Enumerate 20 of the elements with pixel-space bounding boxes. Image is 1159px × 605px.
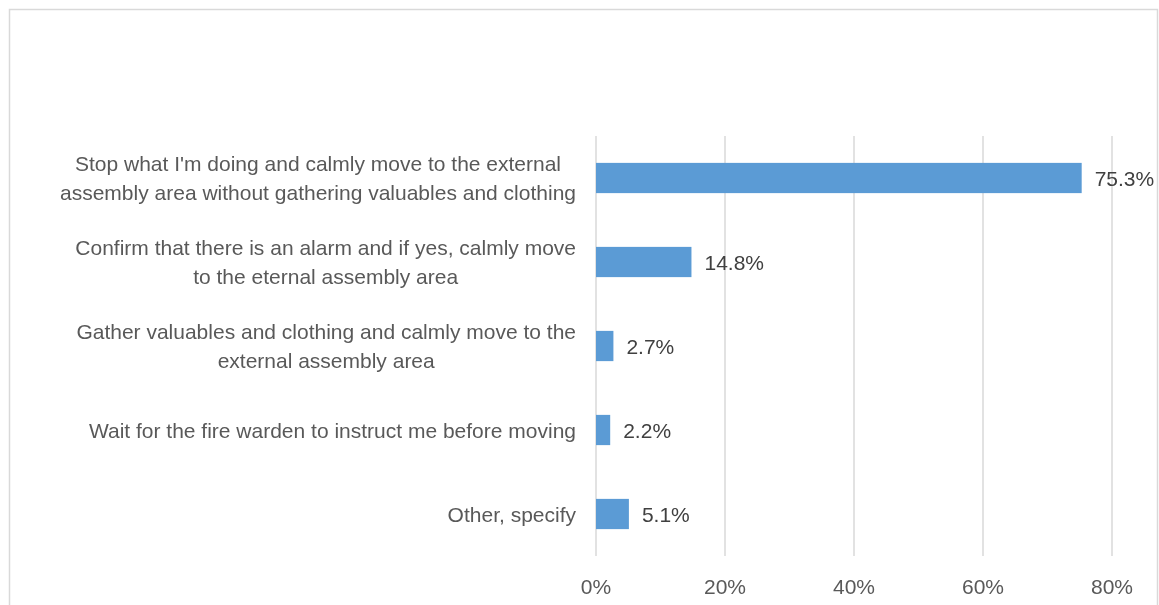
bar	[596, 246, 692, 278]
data-label: 14.8%	[704, 250, 765, 274]
bar	[596, 330, 614, 362]
x-tick-label: 0%	[580, 574, 612, 598]
x-tick-label: 40%	[832, 574, 876, 598]
data-label: 5.1%	[641, 502, 690, 526]
bar	[596, 162, 1082, 194]
data-label: 2.7%	[626, 334, 675, 358]
bar	[596, 498, 629, 530]
data-label: 75.3%	[1094, 166, 1155, 190]
y-tick-label: Gather valuables and clothing and calmly move to the external assembly area	[76, 320, 576, 372]
bar	[596, 414, 611, 446]
y-tick-label: Other, specify	[447, 502, 577, 526]
y-tick-label: Wait for the fire warden to instruct me before moving	[88, 418, 576, 442]
data-label: 2.2%	[623, 418, 672, 442]
x-tick-label: 20%	[703, 574, 747, 598]
x-tick-label: 60%	[961, 574, 1005, 598]
y-tick-label: Stop what I'm doing and calmly move to the external assembly area without gathering valuables and clothing	[60, 152, 577, 204]
x-tick-label: 80%	[1090, 574, 1134, 598]
y-tick-label: Confirm that there is an alarm and if yes, calmly move to the eternal assembly area	[75, 236, 577, 288]
